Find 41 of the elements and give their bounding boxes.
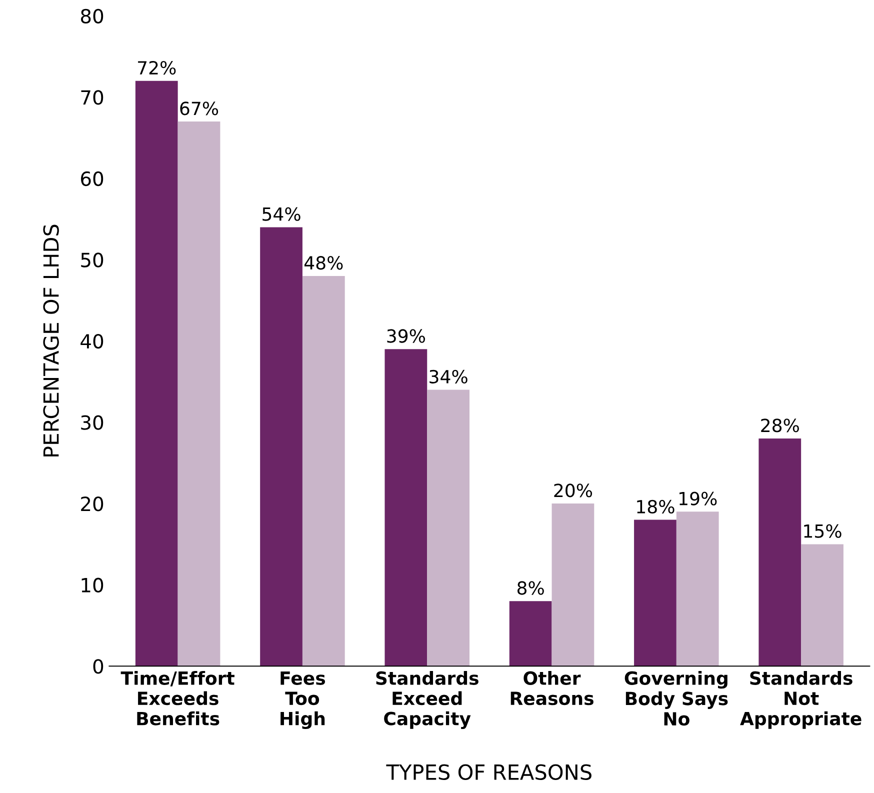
y-tick-label: 40 (80, 334, 104, 349)
data-label: 18% (637, 500, 674, 514)
data-label: 8% (517, 581, 544, 595)
x-tick-label: Standards Not Appropriate (740, 670, 862, 729)
bar (634, 520, 676, 666)
bar (676, 512, 719, 666)
data-label: 28% (761, 418, 799, 432)
data-label: 67% (180, 102, 218, 116)
x-tick-label: Governing Body Says No (624, 670, 728, 726)
bar (260, 227, 302, 666)
bar (552, 504, 594, 666)
data-label: 15% (804, 524, 842, 538)
y-tick-label: 0 (93, 659, 104, 674)
data-label: 20% (554, 484, 592, 498)
bar (135, 80, 178, 666)
data-label: 54% (262, 207, 300, 221)
y-axis-title: PERCENTAGE OF LHDS (43, 224, 59, 456)
bar (758, 438, 802, 666)
y-tick-label: 30 (81, 415, 104, 430)
data-label: 72% (138, 60, 176, 75)
data-label: 34% (430, 370, 468, 384)
y-tick-label: 50 (81, 252, 104, 268)
data-label: 19% (680, 492, 717, 506)
x-tick-label: Standards Exceed Capacity (376, 670, 478, 730)
y-tick-label: 20 (81, 496, 104, 512)
bar (509, 601, 552, 666)
x-tick-label: Time/Effort Exceeds Benefits (120, 670, 234, 726)
x-tick-label: Other Reasons (510, 670, 594, 706)
bar (427, 390, 470, 666)
y-tick-label: 80 (80, 8, 104, 24)
x-tick-label: Fees Too High (280, 672, 326, 730)
bar (302, 276, 345, 666)
data-label: 48% (304, 256, 343, 270)
y-tick-label: 10 (82, 578, 104, 592)
data-label: 39% (387, 329, 425, 343)
bar (801, 544, 844, 666)
x-axis-title: TYPES OF REASONS (386, 764, 592, 780)
bar (384, 349, 428, 666)
y-tick-label: 60 (81, 171, 104, 186)
y-tick-label: 70 (81, 90, 104, 105)
bar (178, 122, 220, 666)
